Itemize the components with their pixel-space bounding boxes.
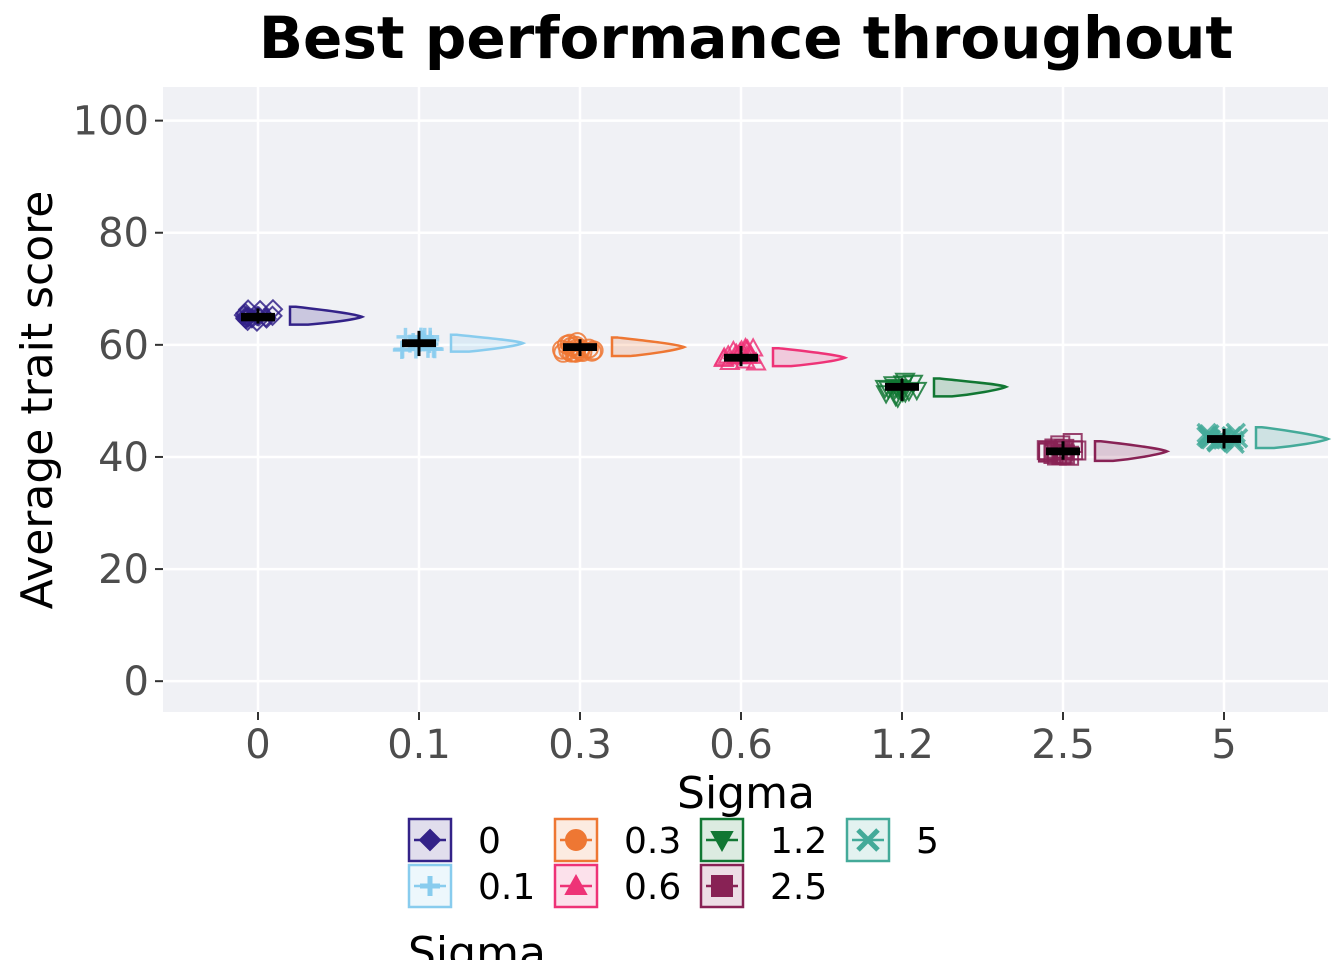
legend: 0 0.1 0.3 0.6 1.2 2.5 5 [407, 817, 939, 909]
y-tick-label: 40 [98, 435, 149, 481]
series-0.6 [713, 336, 849, 371]
y-tick-label: 100 [73, 99, 149, 145]
x-tick-label: 0.3 [548, 722, 612, 768]
data-point [906, 381, 928, 402]
y-tick-label: 0 [124, 659, 149, 705]
chart-title: Best performance throughout [259, 4, 1233, 72]
y-axis: 0 20 40 60 80 100 [73, 99, 163, 705]
legend-label: 5 [916, 821, 939, 862]
data-point [262, 305, 283, 327]
half-violin [449, 333, 527, 353]
series-5 [1196, 422, 1332, 454]
plot-panel [163, 87, 1328, 712]
y-tick-label: 20 [98, 547, 149, 593]
legend-item-0.1: 0.1 [407, 863, 535, 909]
legend-marker [856, 828, 880, 852]
legend-marker [711, 875, 733, 897]
half-violin [1093, 440, 1171, 463]
x-tick-label: 0 [245, 722, 270, 768]
legend-label: 0.6 [624, 867, 681, 908]
legend-marker [418, 828, 442, 852]
y-tick-label: 60 [98, 323, 149, 369]
legend-item-0.6: 0.6 [553, 863, 681, 909]
legend-marker [564, 873, 588, 895]
x-tick-label: 5 [1211, 722, 1236, 768]
legend-item-1.2: 1.2 [699, 817, 827, 863]
x-tick-label: 0.6 [709, 722, 773, 768]
x-axis-title: Sigma [677, 768, 815, 819]
legend-marker [565, 829, 588, 851]
data-point [1054, 444, 1075, 465]
legend-title: Sigma [408, 928, 546, 960]
x-tick-label: 2.5 [1031, 722, 1095, 768]
x-axis: 0 0.1 0.3 0.6 1.2 2.5 5 [245, 712, 1237, 768]
legend-marker [710, 831, 734, 853]
series-0 [233, 298, 366, 333]
half-violin [932, 377, 1010, 398]
legend-label: 1.2 [770, 821, 827, 862]
x-tick-label: 1.2 [870, 722, 934, 768]
data-point [1052, 443, 1073, 464]
legend-label: 0.3 [624, 821, 681, 862]
legend-label: 0 [478, 821, 501, 862]
series-2.5 [1036, 432, 1171, 466]
data-point [392, 341, 411, 360]
data-point [1038, 441, 1059, 462]
legend-marker [420, 876, 440, 896]
half-violin [771, 346, 849, 368]
y-tick-label: 80 [98, 211, 149, 257]
series-0.1 [392, 327, 527, 360]
chart-marks [233, 298, 1332, 466]
gridlines [163, 87, 1328, 712]
legend-item-0.3: 0.3 [553, 817, 681, 863]
series-1.2 [874, 372, 1010, 409]
legend-label: 2.5 [770, 867, 827, 908]
half-violin [288, 305, 366, 326]
legend-item-5: 5 [845, 817, 939, 863]
half-violin [610, 336, 688, 358]
legend-label: 0.1 [478, 867, 535, 908]
legend-item-2.5: 2.5 [699, 863, 827, 909]
x-tick-label: 0.1 [387, 722, 451, 768]
series-0.3 [552, 332, 688, 363]
legend-item-0: 0 [407, 817, 501, 863]
y-axis-title: Average trait score [12, 191, 63, 610]
half-violin [1254, 425, 1332, 450]
